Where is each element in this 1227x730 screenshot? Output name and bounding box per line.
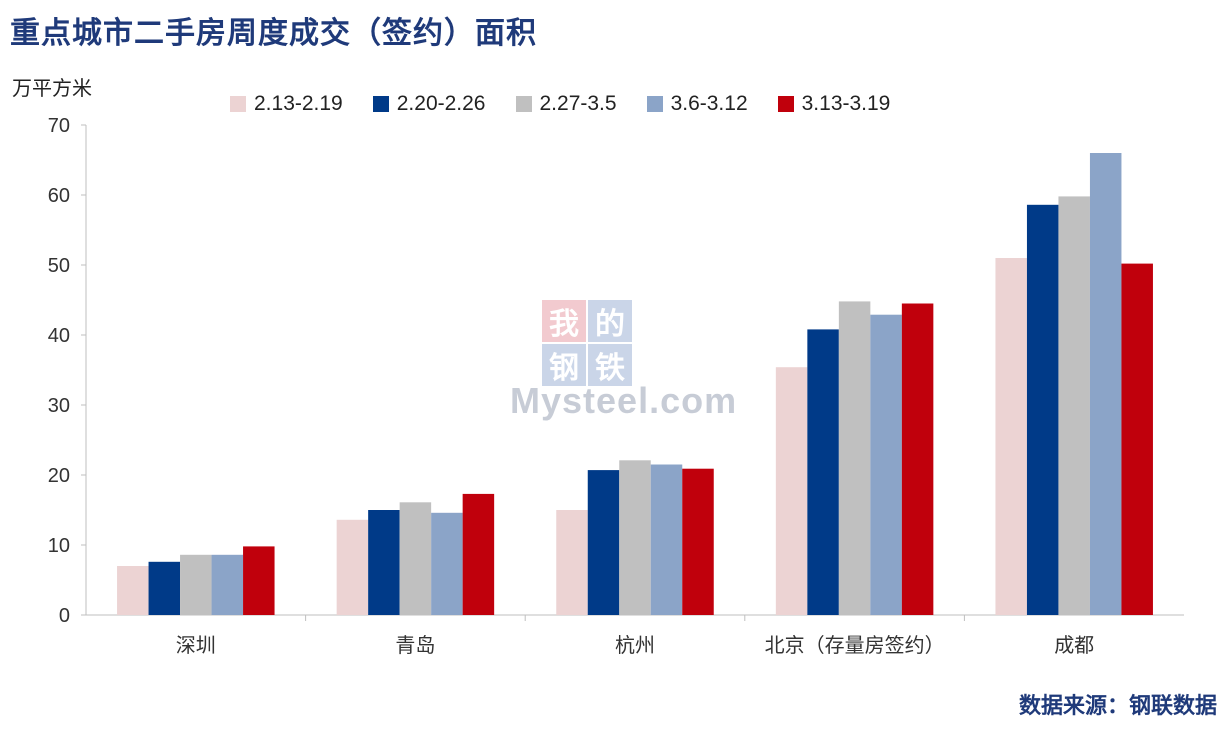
legend-swatch — [646, 96, 663, 112]
y-tick-label: 20 — [48, 465, 70, 487]
legend-item: 3.6-3.12 — [646, 92, 748, 116]
x-tick-label: 杭州 — [615, 633, 655, 657]
bar — [148, 561, 181, 615]
legend-item: 2.20-2.26 — [372, 92, 486, 116]
chart-title: 重点城市二手房周度成交（签约）面积 — [10, 16, 537, 51]
legend-swatch — [777, 96, 794, 112]
legend-swatch — [230, 96, 246, 112]
watermark-char: 我 — [542, 300, 586, 342]
x-tick-label: 北京（存量房签约） — [765, 633, 945, 657]
y-tick-label: 70 — [48, 115, 70, 137]
x-tick-label: 成都 — [1054, 633, 1094, 657]
x-tick-label: 青岛 — [395, 633, 435, 657]
y-tick-label: 60 — [48, 185, 70, 207]
watermark-char: 钢 — [542, 344, 586, 386]
y-tick-label: 10 — [48, 535, 70, 557]
bar — [995, 258, 1027, 615]
legend: 2.13-2.19 2.20-2.26 2.27-3.5 3.6-3.12 3.13-3… — [230, 92, 920, 116]
bar — [1089, 153, 1122, 615]
legend-label: 2.20-2.26 — [396, 92, 486, 115]
watermark-text: Mysteel.com — [510, 380, 738, 421]
bar — [619, 460, 651, 615]
legend-swatch — [372, 96, 389, 112]
y-tick-label: 0 — [59, 605, 70, 627]
bar — [901, 303, 934, 615]
legend-item: 2.13-2.19 — [230, 92, 343, 116]
x-tick-label: 深圳 — [176, 633, 216, 657]
watermark-char: 铁 — [588, 344, 632, 386]
bar — [180, 554, 212, 615]
watermark-logo: 我的钢铁 Mysteel.com — [510, 300, 736, 430]
legend-label: 2.13-2.19 — [254, 92, 343, 115]
legend-label: 3.6-3.12 — [670, 92, 748, 115]
bar — [682, 468, 714, 615]
bar — [368, 510, 400, 615]
bar — [1058, 196, 1090, 615]
legend-item: 3.13-3.19 — [777, 92, 891, 116]
legend-swatch — [515, 96, 532, 112]
bar — [211, 554, 244, 615]
bar — [336, 519, 369, 615]
bar — [650, 464, 683, 615]
bar — [399, 502, 432, 615]
bar — [870, 314, 902, 615]
y-tick-label: 30 — [48, 395, 70, 417]
y-axis-unit-label: 万平方米 — [12, 76, 92, 100]
bar — [1026, 204, 1059, 616]
bar — [462, 493, 495, 615]
data-source: 数据来源：钢联数据 — [1018, 693, 1217, 719]
legend-label: 3.13-3.19 — [801, 92, 891, 115]
y-tick-label: 50 — [48, 255, 70, 277]
bar — [556, 510, 588, 615]
bar — [243, 546, 275, 615]
bar — [775, 367, 808, 615]
bar — [587, 470, 620, 615]
y-tick-label: 40 — [48, 325, 70, 347]
bar — [807, 329, 839, 615]
legend-label: 2.27-3.5 — [539, 92, 617, 115]
bar — [838, 301, 871, 615]
bar — [431, 512, 463, 615]
bar — [117, 566, 149, 615]
legend-item: 2.27-3.5 — [515, 92, 617, 116]
bar — [1121, 263, 1153, 615]
watermark-char: 的 — [588, 300, 632, 342]
